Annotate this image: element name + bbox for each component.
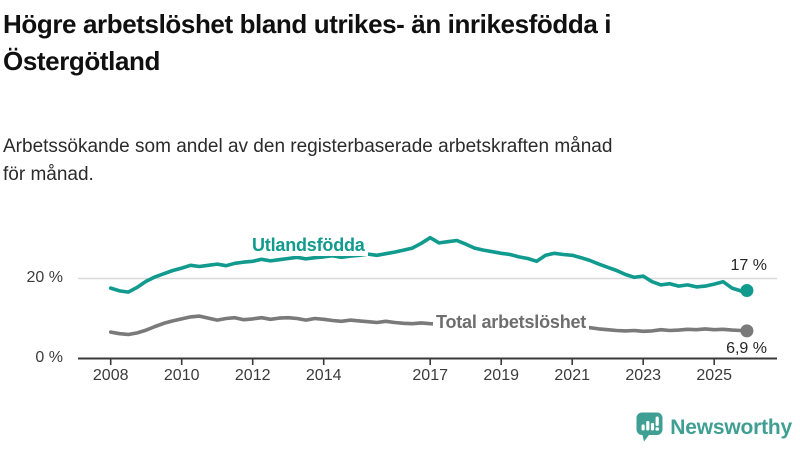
chart-subtitle: Arbetssökande som andel av den registerb…: [3, 133, 612, 189]
series-line-total-arbetsl-shet: [108, 314, 749, 337]
chart-title-line1: Högre arbetslöshet bland utrikes- än inr…: [3, 9, 612, 39]
end-value-label-utlandsfodda: 17 %: [730, 257, 767, 274]
y-axis-label-20: 20 %: [26, 269, 63, 286]
series-end-dots: [740, 284, 754, 338]
newsworthy-logo: Newsworthy: [636, 412, 792, 443]
series-label-total-arbetsloshet: Total arbetslöshet: [433, 312, 590, 333]
y-axis-label-0: 0 %: [35, 349, 63, 366]
chart-title-line2: Östergötland: [3, 46, 160, 76]
x-tick-label: 2023: [625, 367, 661, 384]
chart-subtitle-line1: Arbetssökande som andel av den registerb…: [3, 136, 613, 157]
x-tick-label: 2008: [92, 367, 129, 384]
x-tick-label: 2014: [305, 367, 342, 384]
x-tick-label: 2025: [696, 367, 732, 384]
series-line-utlandsf-dda: [108, 235, 749, 294]
x-tick-label: 2019: [483, 367, 519, 384]
x-axis-ticks: [109, 358, 716, 365]
x-tick-label: 2010: [163, 367, 200, 384]
end-value-label-total: 6,9 %: [726, 340, 767, 357]
newsworthy-logo-text: Newsworthy: [670, 415, 792, 439]
x-tick-label: 2021: [554, 367, 590, 384]
series-end-dot: [740, 324, 754, 338]
series-lines: [108, 235, 749, 337]
x-tick-label: 2017: [412, 367, 448, 384]
newsworthy-logo-icon: [636, 412, 663, 442]
chart-title: Högre arbetslöshet bland utrikes- än inr…: [3, 6, 611, 80]
series-end-dot: [740, 284, 754, 297]
chart-subtitle-line2: för månad.: [3, 164, 94, 185]
series-label-utlandsfodda: Utlandsfödda: [249, 235, 368, 256]
x-tick-label: 2012: [234, 367, 271, 384]
